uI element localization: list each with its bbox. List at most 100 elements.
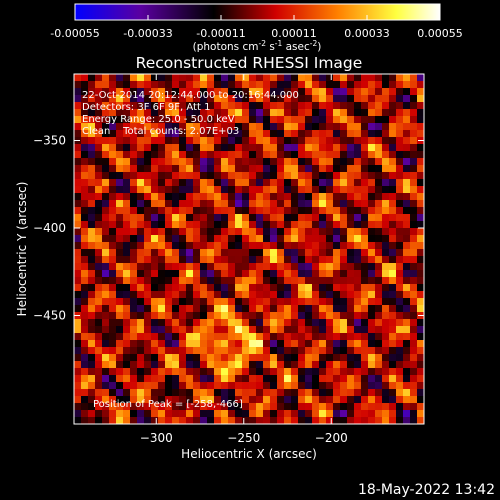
heatmap-cell <box>242 256 250 264</box>
heatmap-cell <box>242 347 250 355</box>
heatmap-cell <box>193 228 201 236</box>
heatmap-cell <box>326 228 334 236</box>
heatmap-cell <box>326 221 334 229</box>
heatmap-cell <box>151 403 159 411</box>
heatmap-cell <box>102 403 110 411</box>
heatmap-cell <box>375 221 383 229</box>
heatmap-cell <box>221 200 229 208</box>
heatmap-cell <box>165 109 173 117</box>
heatmap-cell <box>235 158 243 166</box>
heatmap-cell <box>263 298 271 306</box>
heatmap-cell <box>137 277 145 285</box>
heatmap-cell <box>340 151 348 159</box>
heatmap-cell <box>214 214 222 222</box>
heatmap-cell <box>340 277 348 285</box>
heatmap-cell <box>396 95 404 103</box>
peak-position-text: Position of Peak = [-258,-466] <box>93 399 243 410</box>
heatmap-cell <box>186 403 194 411</box>
heatmap-cell <box>95 319 103 327</box>
heatmap-cell <box>193 144 201 152</box>
heatmap-cell <box>123 88 131 96</box>
heatmap-cell <box>410 354 418 362</box>
heatmap-cell <box>417 165 424 173</box>
heatmap-cell <box>368 403 376 411</box>
heatmap-cell <box>312 249 320 257</box>
heatmap-cell <box>389 263 397 271</box>
heatmap-cell <box>116 102 124 110</box>
heatmap-cell <box>186 172 194 180</box>
heatmap-cell <box>116 410 124 418</box>
heatmap-cell <box>326 277 334 285</box>
heatmap-cell <box>298 81 306 89</box>
heatmap-cell <box>235 193 243 201</box>
heatmap-cell <box>326 151 334 159</box>
heatmap-cell <box>368 193 376 201</box>
x-tick-label: −250 <box>227 431 260 445</box>
heatmap-cell <box>291 284 299 292</box>
heatmap-cell <box>214 102 222 110</box>
heatmap-cell <box>172 410 180 418</box>
heatmap-cell <box>256 326 264 334</box>
heatmap-cell <box>123 123 131 131</box>
heatmap-cell <box>214 256 222 264</box>
heatmap-cell <box>74 158 82 166</box>
heatmap-cell <box>214 193 222 201</box>
heatmap-cell <box>305 256 313 264</box>
heatmap-cell <box>347 312 355 320</box>
heatmap-cell <box>249 158 257 166</box>
heatmap-cell <box>242 312 250 320</box>
heatmap-cell <box>228 158 236 166</box>
heatmap-cell <box>214 333 222 341</box>
heatmap-cell <box>312 347 320 355</box>
heatmap-cell <box>88 207 96 215</box>
heatmap-cell <box>214 109 222 117</box>
heatmap-cell <box>298 368 306 376</box>
heatmap-cell <box>165 382 173 390</box>
heatmap-cell <box>200 410 208 418</box>
heatmap-cell <box>347 214 355 222</box>
heatmap-cell <box>137 207 145 215</box>
heatmap-cell <box>284 340 292 348</box>
heatmap-cell <box>270 144 278 152</box>
heatmap-cell <box>263 228 271 236</box>
heatmap-cell <box>319 81 327 89</box>
heatmap-cell <box>410 382 418 390</box>
heatmap-cell <box>137 270 145 278</box>
heatmap-cell <box>165 130 173 138</box>
heatmap-cell <box>333 88 341 96</box>
heatmap-cell <box>291 242 299 250</box>
heatmap-cell <box>123 109 131 117</box>
heatmap-cell <box>375 228 383 236</box>
heatmap-cell <box>193 214 201 222</box>
heatmap-cell <box>417 228 424 236</box>
heatmap-cell <box>305 109 313 117</box>
heatmap-cell <box>333 410 341 418</box>
heatmap-cell <box>242 116 250 124</box>
heatmap-cell <box>242 123 250 131</box>
heatmap-cell <box>130 333 138 341</box>
heatmap-cell <box>417 151 424 159</box>
heatmap-cell <box>396 403 404 411</box>
heatmap-cell <box>410 326 418 334</box>
heatmap-cell <box>81 130 89 138</box>
heatmap-cell <box>242 305 250 313</box>
heatmap-cell <box>284 291 292 299</box>
heatmap-cell <box>74 305 82 313</box>
heatmap-cell <box>354 151 362 159</box>
heatmap-cell <box>200 340 208 348</box>
heatmap-cell <box>361 263 369 271</box>
heatmap-cell <box>137 375 145 383</box>
heatmap-cell <box>249 144 257 152</box>
heatmap-cell <box>200 221 208 229</box>
heatmap-cell <box>165 284 173 292</box>
colorbar: -0.00055 -0.00033 -0.00011 0.00011 0.000… <box>50 3 463 53</box>
heatmap-cell <box>200 263 208 271</box>
heatmap-cell <box>347 151 355 159</box>
heatmap-cell <box>403 333 411 341</box>
heatmap-cell <box>165 417 173 424</box>
heatmap-cell <box>130 123 138 131</box>
heatmap-cell <box>256 340 264 348</box>
heatmap-cell <box>74 249 82 257</box>
heatmap-cell <box>277 375 285 383</box>
heatmap-cell <box>403 305 411 313</box>
